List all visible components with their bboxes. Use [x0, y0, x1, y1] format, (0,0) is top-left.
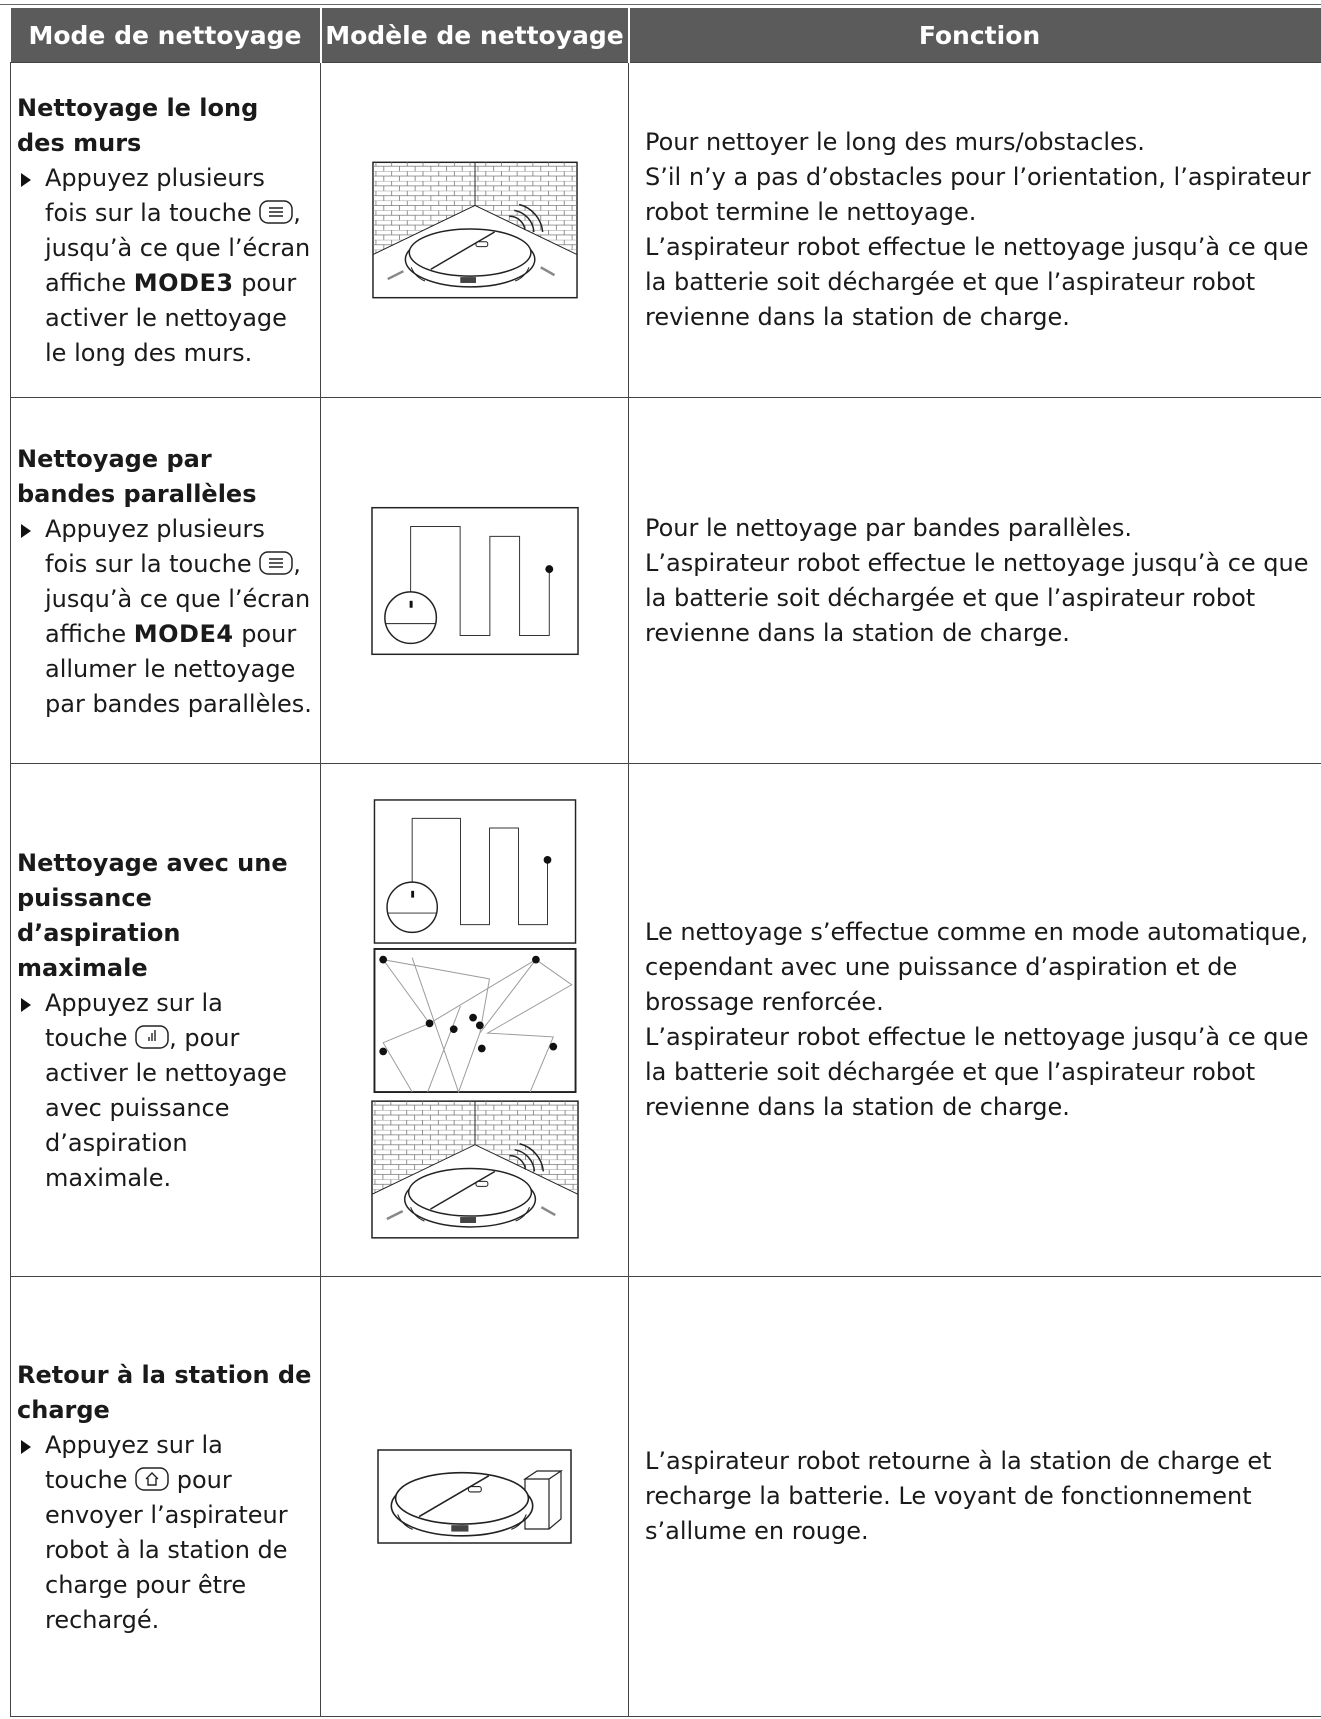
illustration: [372, 947, 577, 1093]
function-text: Pour nettoyer le long des murs/obstacles…: [645, 128, 1145, 156]
illustration-cell: [320, 62, 629, 398]
function-text: Pour le nettoyage par bandes parallèles.: [645, 513, 1132, 542]
mode-title: Nettoyage avec une puissance d’aspiratio…: [17, 849, 288, 982]
illustration: [377, 1449, 572, 1544]
function-text: S’il n’y a pas d’obstacles pour l’orient…: [645, 163, 1311, 226]
illustration: [370, 506, 579, 655]
bullet: [21, 523, 31, 538]
illustration-use: [378, 1450, 571, 1543]
column-header: Fonction: [628, 8, 1321, 63]
illustration-use: [373, 798, 576, 944]
mode-table: Mode de nettoyage Modèle de nettoyage Fo…: [10, 8, 1321, 1717]
illustration-use: [370, 506, 579, 655]
key-icon-use: [135, 1025, 169, 1049]
top-rule: [0, 4, 1321, 5]
function-text: L’aspirateur robot retourne à la station…: [645, 1447, 1272, 1545]
illustration-use: [372, 162, 576, 297]
key-icon: [135, 1466, 169, 1491]
instruction-text: , jusqu’à ce que l’écran affiche: [45, 199, 311, 297]
instruction-text: , pour activer le nettoyage avec puissan…: [45, 1024, 287, 1192]
illustration-use: [371, 1101, 577, 1238]
illustration-use: [372, 947, 577, 1093]
illustration-cell: [320, 763, 629, 1277]
table-header: Mode de nettoyage Modèle de nettoyage Fo…: [10, 8, 1321, 63]
instruction-text: Appuyez sur la touche: [45, 989, 223, 1052]
table-row: Nettoyage le long des murs Appuyez plusie…: [10, 62, 1321, 398]
mode-title: Nettoyage par bandes parallèles: [17, 444, 257, 508]
key-icon: [135, 1025, 169, 1049]
illustration: [373, 798, 576, 944]
instruction-text: pour activer le nettoyage le long des mu…: [45, 269, 297, 367]
instruction: Appuyez plusieurs fois sur la touche , j…: [17, 161, 312, 371]
mode-title: Retour à la station de charge: [17, 1360, 312, 1424]
function-text: L’aspirateur robot effectue le nettoyage…: [645, 548, 1309, 647]
table-row: Retour à la station de charge Appuyez sur…: [10, 1276, 1321, 1717]
bullet-shape: [21, 173, 31, 187]
instruction-text: pour envoyer l’aspirateur robot à la sta…: [45, 1465, 288, 1634]
instruction: Appuyez sur la touche , pour activer le …: [17, 986, 312, 1196]
key-icon-use: [135, 1466, 169, 1491]
illustration-cell: [320, 397, 629, 764]
instruction: Appuyez plusieurs fois sur la touche , j…: [17, 512, 312, 722]
key-icon-use: [259, 550, 294, 575]
instruction-text: Appuyez sur la touche: [45, 1430, 223, 1494]
column-header: Modèle de nettoyage: [320, 8, 630, 63]
instruction-text: Appuyez plusieurs fois sur la touche: [45, 514, 265, 578]
table-body: Nettoyage le long des murs Appuyez plusie…: [10, 62, 1321, 1717]
illustration-cell: [320, 1276, 629, 1717]
display-code: MODE4: [133, 619, 234, 648]
instruction-text: Appuyez plusieurs fois sur la touche: [45, 164, 265, 227]
instruction-text: , jusqu’à ce que l’écran affiche: [45, 549, 311, 648]
column-header: Mode de nettoyage: [10, 8, 322, 63]
function-cell: Le nettoyage s’effectue comme en mode au…: [628, 763, 1321, 1277]
bullet-shape: [21, 1439, 31, 1454]
function-cell: L’aspirateur robot retourne à la station…: [628, 1276, 1321, 1717]
key-icon: [259, 550, 294, 575]
table-row: Nettoyage avec une puissance d’aspiratio…: [10, 763, 1321, 1277]
bullet-shape: [21, 523, 31, 538]
mode-cell: Nettoyage par bandes parallèles Appuyez p…: [10, 397, 321, 764]
illustration: [372, 161, 578, 299]
mode-cell: Nettoyage avec une puissance d’aspiratio…: [10, 763, 321, 1277]
mode-title: Nettoyage le long des murs: [17, 94, 259, 157]
instruction: Appuyez sur la touche pour envoyer l’asp…: [17, 1428, 312, 1638]
header-row: Mode de nettoyage Modèle de nettoyage Fo…: [10, 8, 1321, 63]
bullet-shape: [21, 998, 31, 1012]
display-code: MODE3: [133, 269, 234, 297]
bullet: [21, 173, 31, 187]
bullet: [21, 998, 31, 1012]
mode-cell: Retour à la station de charge Appuyez sur…: [10, 1276, 321, 1717]
instruction-text: pour allumer le nettoyage par bandes par…: [45, 619, 312, 718]
key-icon-use: [259, 200, 294, 224]
illustration: [371, 1097, 579, 1242]
function-text: L’aspirateur robot effectue le nettoyage…: [645, 233, 1309, 331]
function-cell: Pour nettoyer le long des murs/obstacles…: [628, 62, 1321, 398]
mode-cell: Nettoyage le long des murs Appuyez plusie…: [10, 62, 321, 398]
bullet: [21, 1439, 31, 1454]
key-icon: [259, 200, 294, 224]
function-text: L’aspirateur robot effectue le nettoyage…: [645, 1023, 1309, 1121]
function-text: Le nettoyage s’effectue comme en mode au…: [645, 918, 1309, 1016]
table-row: Nettoyage par bandes parallèles Appuyez p…: [10, 397, 1321, 764]
function-cell: Pour le nettoyage par bandes parallèles.…: [628, 397, 1321, 764]
